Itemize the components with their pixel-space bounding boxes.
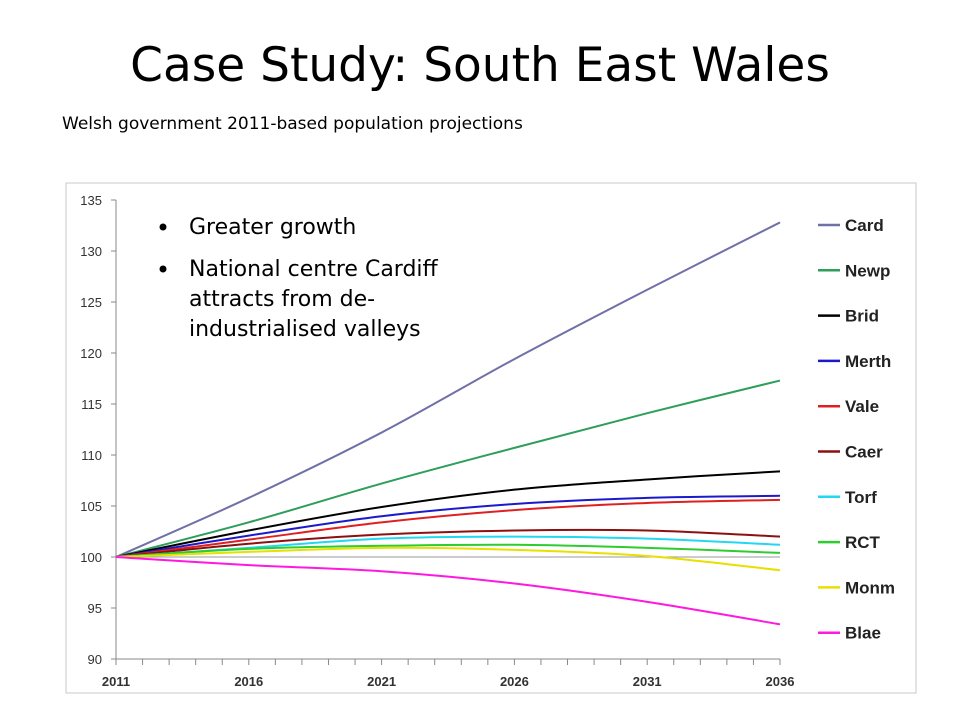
slide-bullets: Greater growth National centre Cardiff att… bbox=[159, 215, 439, 342]
series-line-blae bbox=[115, 556, 781, 626]
bullet-text-line: industrialised valleys bbox=[189, 317, 421, 342]
bullet-text-line: National centre Cardiff bbox=[189, 257, 439, 282]
series-line-brid bbox=[115, 470, 781, 558]
series-line-vale bbox=[115, 498, 781, 558]
chart-legend: Card Newp Brid Merth Vale Caer Torf RCT Monm Blae bbox=[818, 216, 895, 643]
chart-area-border bbox=[65, 182, 917, 694]
bullet-text-line: attracts from de- bbox=[189, 287, 375, 312]
series-line-newp bbox=[115, 379, 781, 558]
legend-label-rct: RCT bbox=[845, 533, 881, 552]
legend-label-blae: Blae bbox=[845, 624, 881, 643]
slide-subtitle: Welsh government 2011-based population p… bbox=[62, 114, 523, 134]
y-tick-label: 95 bbox=[88, 601, 102, 616]
y-tick-label: 125 bbox=[80, 295, 102, 310]
y-tick-label: 115 bbox=[81, 397, 102, 412]
series-line-caer bbox=[115, 528, 781, 558]
chart-axes: 90 95 100 105 110 115 120 125 130 135 2011 2016 2021… bbox=[80, 193, 794, 689]
x-tick-label: 2011 bbox=[102, 674, 130, 689]
legend-label-caer: Caer bbox=[845, 443, 883, 462]
legend-label-merth: Merth bbox=[845, 352, 891, 371]
series-line-card bbox=[115, 221, 781, 558]
y-tick-label: 135 bbox=[80, 193, 102, 208]
series-line-monm bbox=[115, 546, 781, 572]
x-tick-label: 2031 bbox=[633, 674, 662, 689]
legend-label-torf: Torf bbox=[845, 488, 877, 507]
bullet-dot bbox=[159, 265, 167, 273]
legend-label-vale: Vale bbox=[845, 397, 879, 416]
y-tick-label: 120 bbox=[80, 346, 102, 361]
series-line-rct bbox=[115, 543, 781, 558]
x-tick-label: 2021 bbox=[367, 674, 396, 689]
y-tick-label: 110 bbox=[81, 448, 102, 463]
x-tick-label: 2036 bbox=[766, 674, 795, 689]
bullet-text-line: Greater growth bbox=[189, 215, 356, 240]
series-line-merth bbox=[115, 494, 781, 558]
y-tick-label: 100 bbox=[80, 550, 102, 565]
legend-label-brid: Brid bbox=[845, 307, 879, 326]
y-tick-label: 130 bbox=[80, 244, 102, 259]
y-tick-label: 105 bbox=[80, 499, 102, 514]
legend-label-card: Card bbox=[845, 216, 884, 235]
x-tick-label: 2026 bbox=[500, 674, 529, 689]
chart-series-lines bbox=[115, 221, 781, 626]
x-tick-label: 2016 bbox=[234, 674, 263, 689]
slide-title: Case Study: South East Wales bbox=[130, 38, 830, 93]
bullet-dot bbox=[159, 223, 167, 231]
legend-label-newp: Newp bbox=[845, 261, 890, 280]
y-tick-label: 90 bbox=[88, 652, 102, 667]
legend-label-monm: Monm bbox=[845, 578, 895, 597]
